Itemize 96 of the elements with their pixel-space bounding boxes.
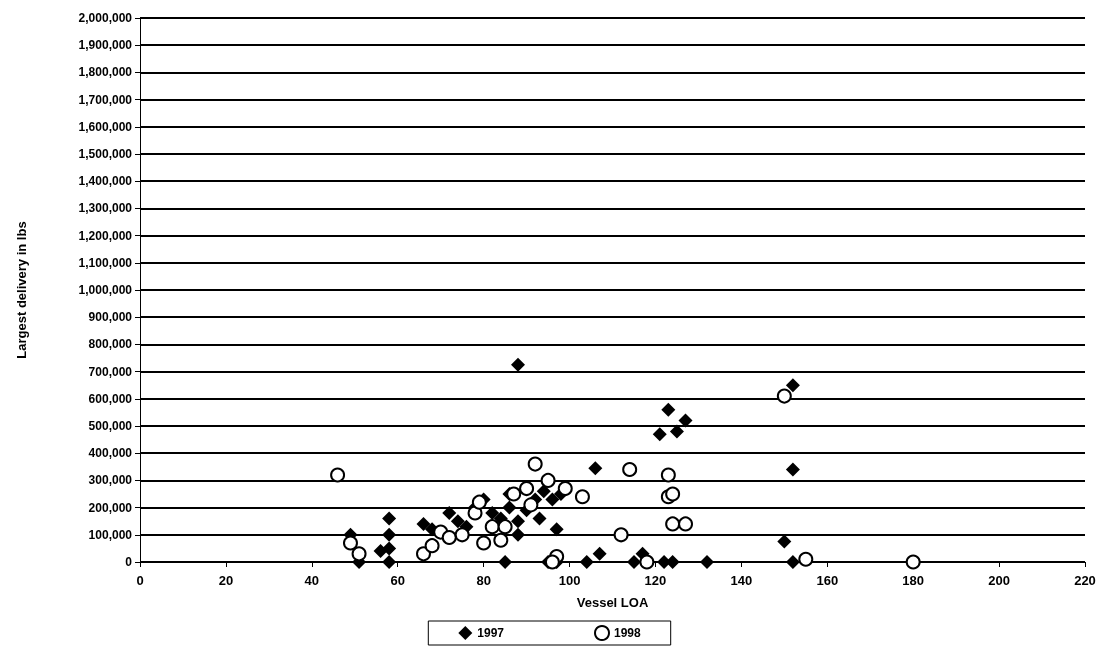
y-axis-title: Largest delivery in lbs xyxy=(14,221,29,359)
x-tick-label: 60 xyxy=(390,573,405,588)
point xyxy=(382,511,397,526)
point xyxy=(678,413,693,428)
y-tick-label: 1,500,000 xyxy=(78,147,133,161)
point xyxy=(351,546,367,562)
y-tick-label: 200,000 xyxy=(88,500,133,515)
point xyxy=(622,462,638,478)
point xyxy=(441,530,457,546)
point xyxy=(540,472,556,488)
point xyxy=(777,534,792,549)
y-tick-label: 1,300,000 xyxy=(78,201,133,216)
point xyxy=(557,481,573,497)
point xyxy=(416,546,431,562)
y-tick-label: 700,000 xyxy=(88,364,133,379)
point xyxy=(498,555,513,569)
legend-label: 1997 xyxy=(477,626,505,640)
y-tick-label: 1,600,000 xyxy=(78,119,133,134)
point xyxy=(588,461,603,476)
point xyxy=(511,514,525,529)
point xyxy=(454,527,470,543)
point xyxy=(471,494,487,510)
point xyxy=(785,462,800,477)
point xyxy=(660,467,676,483)
point xyxy=(485,506,500,521)
point xyxy=(536,484,551,499)
y-tick-label: 800,000 xyxy=(88,337,133,352)
y-tick-label: 1,700,000 xyxy=(78,92,133,107)
point xyxy=(527,456,543,472)
point xyxy=(523,497,539,513)
point xyxy=(442,506,457,521)
point xyxy=(424,538,440,554)
x-tick-label: 180 xyxy=(902,573,925,588)
point xyxy=(592,546,607,561)
x-tick-label: 200 xyxy=(988,573,1010,588)
point xyxy=(665,486,681,502)
point xyxy=(785,378,800,393)
point xyxy=(519,481,535,497)
point xyxy=(511,357,525,372)
y-tick-label: 1,200,000 xyxy=(78,228,133,243)
x-tick-label: 40 xyxy=(304,573,320,588)
x-tick-label: 20 xyxy=(218,573,234,588)
y-tick-label: 0 xyxy=(125,555,133,569)
y-tick-label: 2,000,000 xyxy=(78,11,133,25)
point xyxy=(497,519,513,535)
point xyxy=(330,467,346,483)
x-tick-label: 0 xyxy=(136,573,144,588)
point xyxy=(798,551,814,567)
point xyxy=(776,388,792,404)
y-tick-label: 500,000 xyxy=(88,419,133,433)
point xyxy=(613,527,629,543)
y-tick-label: 1,800,000 xyxy=(78,65,133,80)
point xyxy=(574,489,590,505)
point xyxy=(493,532,509,548)
point xyxy=(661,402,676,417)
point xyxy=(532,511,547,526)
point xyxy=(905,554,921,570)
x-tick-label: 120 xyxy=(644,573,667,588)
point xyxy=(382,555,397,569)
point xyxy=(484,519,500,535)
x-tick-label: 140 xyxy=(730,573,753,588)
point xyxy=(450,514,465,529)
x-tick-label: 160 xyxy=(816,573,839,588)
point xyxy=(785,555,800,569)
x-tick-label: 80 xyxy=(476,573,491,588)
y-tick-label: 600,000 xyxy=(88,391,133,406)
point xyxy=(506,486,522,502)
point xyxy=(665,516,681,532)
x-axis-title: Vessel LOA xyxy=(576,595,649,610)
point xyxy=(476,535,492,551)
point xyxy=(511,527,525,542)
point xyxy=(416,516,431,531)
point xyxy=(549,522,564,537)
point xyxy=(342,535,358,551)
legend-label: 1998 xyxy=(614,626,642,640)
y-tick-label: 1,900,000 xyxy=(78,38,133,53)
x-tick-label: 100 xyxy=(558,573,581,588)
point xyxy=(639,554,655,570)
x-tick-label: 220 xyxy=(1074,573,1096,588)
point xyxy=(545,492,560,507)
y-tick-label: 400,000 xyxy=(88,446,133,461)
point xyxy=(700,555,714,569)
y-tick-label: 900,000 xyxy=(88,310,133,325)
point xyxy=(382,527,397,542)
point xyxy=(502,500,517,515)
point xyxy=(382,541,397,556)
point xyxy=(579,555,594,569)
y-tick-label: 1,100,000 xyxy=(78,255,133,270)
y-tick-label: 100,000 xyxy=(88,527,133,542)
y-tick-label: 300,000 xyxy=(88,473,133,488)
y-tick-label: 1,000,000 xyxy=(78,283,133,297)
point xyxy=(652,427,667,442)
point xyxy=(669,424,684,439)
point xyxy=(626,555,641,569)
y-tick-label: 1,400,000 xyxy=(78,174,133,189)
point xyxy=(678,516,694,532)
